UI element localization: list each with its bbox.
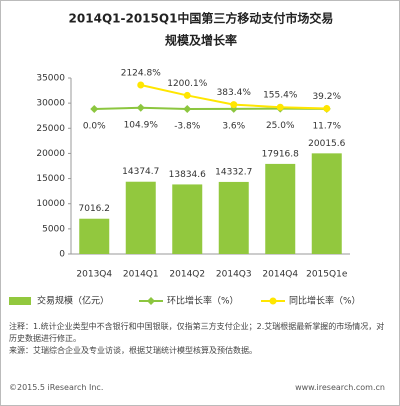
chart-title: 2014Q1-2015Q1中国第三方移动支付市场交易 [69, 11, 334, 26]
bar-label: 14374.7 [122, 167, 159, 177]
x-tick-label: 2014Q2 [169, 270, 205, 280]
note: 来源：艾瑞综合企业及专业访谈，根据艾瑞统计模型核算及预估数据。 [9, 346, 257, 355]
point-label: 383.4% [217, 88, 252, 98]
y-tick-label: 30000 [36, 99, 65, 109]
website: www.iresearch.com.cn [295, 383, 385, 392]
point-label: 1200.1% [167, 79, 207, 89]
y-tick-label: 35000 [36, 74, 65, 84]
bar [125, 181, 156, 254]
point-label: -3.8% [174, 122, 201, 132]
y-tick-label: 25000 [36, 124, 65, 134]
point-label: 39.2% [312, 92, 341, 102]
point [90, 104, 99, 113]
bar-label: 20015.6 [308, 139, 345, 149]
bar-label: 7016.2 [79, 204, 111, 214]
legend-marker [269, 297, 277, 305]
point-label: 0.0% [83, 121, 106, 131]
point-label: 25.0% [266, 121, 295, 131]
bar [172, 184, 203, 254]
note: 注释：1.统计企业类型中不含银行和中国银联，仅指第三方支付企业；2.艾瑞根据最新… [9, 322, 385, 343]
chart: 2014Q1-2015Q1中国第三方移动支付市场交易 规模及增长率 0 5000 1… [9, 11, 361, 307]
copyright: ©2015.5 iResearch Inc. [9, 383, 104, 392]
x-tick-label: 2014Q4 [262, 270, 298, 280]
legend-label: 同比增长率（%） [289, 295, 361, 307]
y-tick-label: 10000 [36, 199, 65, 209]
point [230, 101, 238, 109]
x-tick-label: 2014Q3 [216, 270, 252, 280]
bar [218, 181, 249, 254]
point-label: 104.9% [124, 120, 159, 130]
point [276, 103, 284, 111]
point-label: 155.4% [263, 91, 298, 101]
bar-label: 14332.7 [215, 167, 252, 177]
bar-label: 17916.8 [262, 149, 299, 159]
y-tick-label: 5000 [42, 224, 65, 234]
x-tick-label: 2014Q1 [123, 270, 159, 280]
legend-swatch [9, 297, 31, 305]
y-tick-label: 20000 [36, 149, 65, 159]
point [136, 103, 145, 112]
bar-label: 13834.6 [169, 170, 206, 180]
bar [265, 163, 296, 254]
point-label: 2124.8% [121, 69, 161, 79]
point-label: 11.7% [312, 121, 341, 131]
y-tick-label: 0 [59, 250, 65, 260]
bar [79, 218, 110, 254]
point [323, 105, 331, 113]
legend-label: 环比增长率（%） [167, 295, 239, 307]
point-label: 3.6% [222, 121, 245, 131]
point [137, 81, 145, 89]
line [94, 106, 327, 111]
point [183, 105, 192, 113]
y-tick-label: 15000 [36, 174, 65, 184]
x-tick-label: 2015Q1e [306, 270, 348, 280]
x-tick-label: 2013Q4 [76, 270, 112, 280]
legend-label: 交易规模（亿元） [37, 295, 109, 307]
chart-subtitle: 规模及增长率 [165, 33, 237, 48]
notes: 注释：1.统计企业类型中不含银行和中国银联，仅指第三方支付企业；2.艾瑞根据最新… [9, 321, 391, 357]
point [183, 91, 191, 99]
legend-marker [147, 297, 155, 305]
bar [311, 153, 342, 254]
